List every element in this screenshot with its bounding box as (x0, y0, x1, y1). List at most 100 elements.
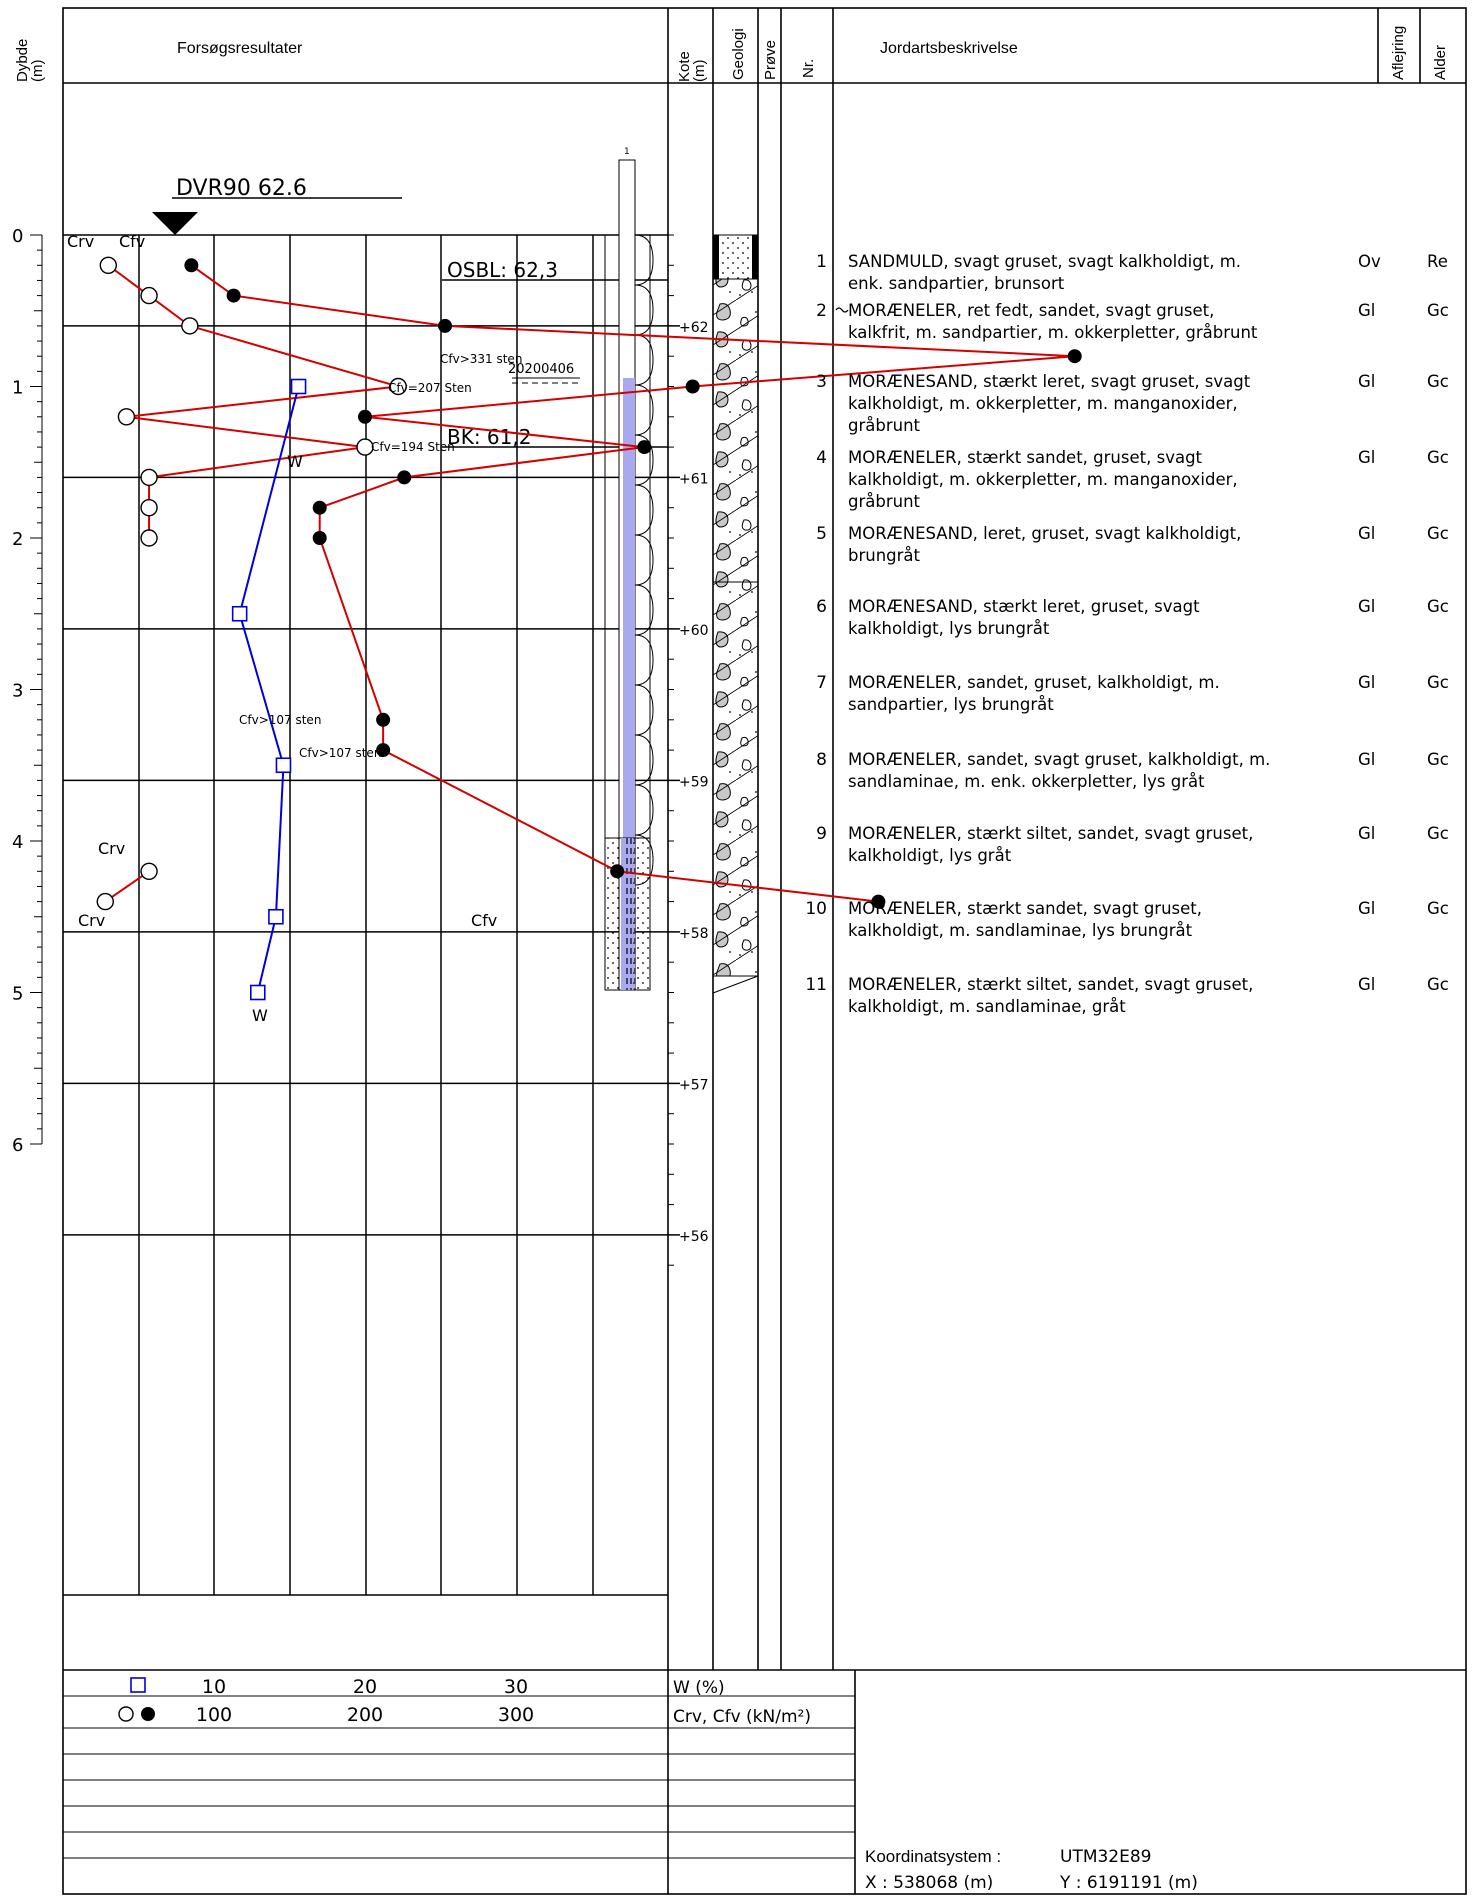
cfv-point (376, 712, 391, 727)
screen-label: 1 (624, 147, 630, 157)
sample-marker-icon (835, 307, 849, 313)
header-age: Alder (1432, 45, 1449, 80)
casing-loop (634, 534, 654, 586)
layer-description-line: kalkholdigt, m. sandlaminae, gråt (848, 997, 1126, 1016)
cfv-point (312, 531, 327, 545)
depth-tick-label: 5 (12, 984, 23, 1005)
annotation-label: Crv (98, 839, 125, 858)
crv-point (140, 286, 158, 305)
layer-description-line: gråbrunt (848, 492, 921, 511)
crv-point (181, 317, 199, 335)
layer-deposition: Gl (1358, 750, 1375, 769)
annotation-label: Cfv>107 sten (299, 746, 381, 760)
layer-number: 3 (816, 372, 827, 392)
frame-lines (62, 7, 1467, 1895)
casing-loop (634, 484, 654, 536)
layer-description-line: kalkholdigt, lys brungråt (848, 619, 1050, 638)
footer-axis: 10 20 30 100 200 300 W (%) Crv, Cfv (kN/m²) K… (118, 1676, 1198, 1893)
header-geology: Geologi (730, 28, 747, 80)
depth-tick-label: 4 (12, 832, 23, 853)
water-levels: OSBL: 62,3 BK: 61,2 20200406 (442, 258, 668, 449)
layer-age: Gc (1427, 824, 1449, 843)
annotation-label: Cfv=207 Sten (388, 381, 472, 395)
reference-level-triangle-icon (152, 212, 198, 235)
geology-column (712, 234, 759, 994)
layer-description-line: MORÆNELER, stærkt sandet, gruset, svagt (848, 448, 1203, 467)
layer-deposition: Gl (1358, 524, 1375, 543)
layer-description-line: kalkholdigt, lys gråt (848, 846, 1012, 865)
w-axis-tick-label: 10 (202, 1676, 226, 1698)
layer-number: 6 (816, 597, 827, 617)
x-coordinate: X : 538068 (m) (865, 1873, 993, 1893)
header-sample: Prøve (762, 40, 779, 80)
layer-description-line: MORÆNELER, ret fedt, sandet, svagt gruse… (848, 301, 1214, 320)
layer-age: Gc (1427, 975, 1449, 994)
layer-number: 4 (816, 448, 827, 468)
layer-deposition: Gl (1358, 448, 1375, 467)
cfv-point (438, 318, 453, 333)
cfv-point (871, 894, 886, 909)
layer-description-line: SANDMULD, svagt gruset, svagt kalkholdig… (848, 252, 1241, 271)
layer-description-line: gråbrunt (848, 416, 921, 435)
casing-loop (634, 684, 654, 736)
annotation-label: Crv (67, 232, 94, 251)
w-point (290, 378, 307, 395)
layer-description-line: sandpartier, lys brungråt (848, 695, 1054, 714)
w-axis-tick-label: 20 (353, 1676, 377, 1698)
annotation-label: W (287, 452, 303, 471)
layer-description-line: sandlaminae, m. enk. okkerpletter, lys g… (848, 772, 1205, 791)
annotation-label: Cfv>107 sten (239, 713, 321, 727)
layer-age: Gc (1427, 750, 1449, 769)
cfv-point (376, 743, 391, 758)
header-depth: Dybde(m) (14, 39, 46, 82)
layer-age: Re (1427, 252, 1448, 271)
layer-deposition: Gl (1358, 975, 1375, 994)
crv-point (140, 499, 158, 517)
depth-tick-label: 2 (12, 529, 23, 550)
w-point (275, 757, 292, 774)
depth-axis: 0 1 2 3 4 5 6 (12, 226, 43, 1156)
layer-description-line: MORÆNESAND, leret, gruset, svagt kalkhol… (848, 524, 1241, 543)
w-legend-square-icon (130, 1677, 146, 1693)
layer-description-line: MORÆNELER, sandet, gruset, kalkholdigt, … (848, 673, 1220, 692)
footer-w-label: W (%) (673, 1678, 725, 1698)
kote-axis: +62 +61 +60 +59 +58 +57 +56 (668, 234, 709, 1266)
layer-description-line: kalkholdigt, m. sandlaminae, lys brungrå… (848, 921, 1193, 940)
cfv-point (685, 379, 700, 394)
layer-number: 9 (816, 824, 827, 844)
layer-descriptions: 1 SANDMULD, svagt gruset, svagt kalkholdi… (805, 252, 1449, 1016)
casing-loop (634, 334, 654, 386)
layer-description-line: MORÆNELER, sandet, svagt gruset, kalkhol… (848, 750, 1270, 769)
kote-tick-label: +59 (679, 774, 709, 790)
layer-description-line: kalkholdigt, m. okkerpletter, m. mangano… (848, 394, 1238, 413)
cfv-point (637, 440, 652, 455)
cfv-point (610, 864, 625, 879)
annotation-label: Cfv>331 sten (440, 352, 522, 366)
kote-tick-label: +60 (679, 623, 709, 639)
annotation-label: Cfv (471, 911, 497, 930)
layer-age: Gc (1427, 597, 1449, 616)
coord-system-label: Koordinatsystem : (865, 1847, 1001, 1866)
kote-tick-label: +62 (679, 320, 709, 336)
kote-tick-label: +57 (679, 1077, 709, 1093)
annotation-label: W (252, 1006, 268, 1025)
layer-description-line: enk. sandpartier, brunsort (848, 274, 1065, 293)
kote-tick-label: +61 (679, 471, 709, 487)
cfv-point (358, 409, 372, 424)
w-point (268, 908, 284, 925)
depth-tick-label: 3 (12, 681, 23, 702)
plot-gridlines (63, 234, 668, 1595)
layer-age: Gc (1427, 673, 1449, 692)
casing-loop (634, 434, 654, 486)
layer-deposition: Ov (1358, 252, 1381, 271)
header-results: Forsøgsresultater (177, 40, 303, 57)
c-axis-tick-label: 100 (196, 1704, 232, 1726)
crv-legend-circle-icon (118, 1706, 134, 1722)
header-kote: Kote(m) (676, 51, 708, 82)
layer-number: 8 (816, 750, 827, 770)
osbl-label: OSBL: 62,3 (447, 258, 558, 282)
cfv-point (1067, 349, 1082, 364)
c-axis-tick-label: 300 (498, 1704, 534, 1726)
casing-loop (634, 284, 654, 336)
